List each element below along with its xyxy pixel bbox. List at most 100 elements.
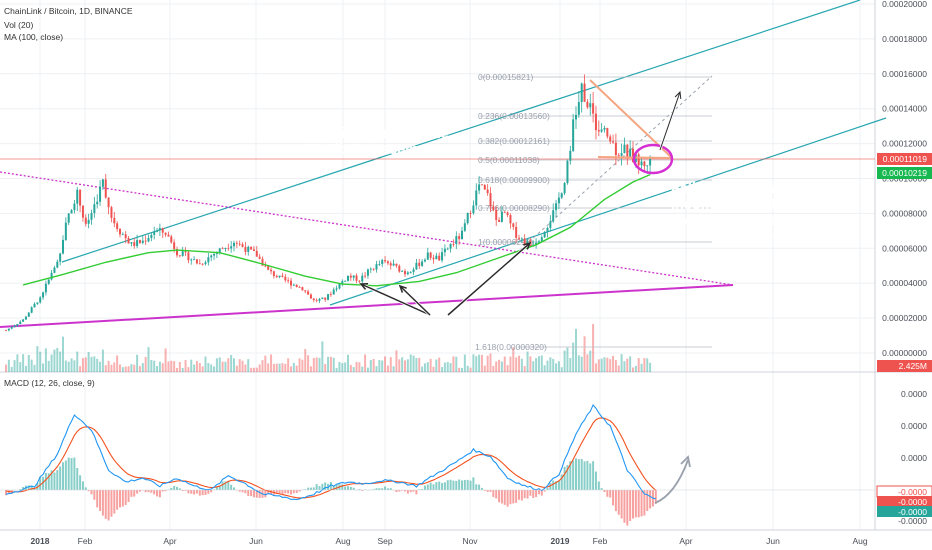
price-tick-label: 0.00008000 (882, 208, 927, 218)
macd-line (5, 403, 656, 501)
volume-bar (398, 359, 401, 372)
macd-histogram-bar (478, 484, 481, 490)
candle-body (136, 240, 139, 246)
volume-bar (443, 362, 446, 372)
candle-body (201, 263, 204, 265)
volume-bar (30, 359, 33, 372)
candle-body (227, 247, 230, 249)
macd-histogram-bar (344, 486, 347, 490)
candle-body (204, 262, 207, 265)
macd-tick-label: -0.0000 (898, 516, 927, 526)
candle-body (96, 201, 99, 205)
macd-histogram-bar (121, 490, 124, 507)
candle-body (307, 291, 310, 295)
macd-value-label: -0.0000 (898, 497, 927, 507)
macd-histogram-bar (506, 490, 509, 507)
candle-body (272, 271, 275, 276)
volume-bar (181, 367, 184, 372)
candle-body (59, 253, 62, 262)
volume-bar (230, 354, 233, 372)
candle-body (375, 264, 378, 270)
volume-bar (432, 366, 435, 372)
volume-bar (429, 358, 432, 372)
candle-body (589, 103, 592, 108)
candle-body (489, 193, 492, 207)
macd-histogram-bar (281, 490, 284, 495)
candle-body (298, 287, 301, 288)
volume-bar (56, 347, 59, 372)
candle-body (623, 144, 626, 154)
macd-histogram-bar (352, 487, 355, 490)
volume-bar (221, 361, 224, 372)
volume-bar (623, 361, 626, 372)
candle-body (389, 263, 392, 266)
volume-bar (412, 355, 415, 372)
candle-body (290, 280, 292, 286)
macd-histogram-bar (529, 490, 532, 496)
macd-histogram-bar (569, 461, 572, 490)
candle-body (386, 261, 389, 264)
candle-body (16, 324, 19, 326)
volume-bar (438, 357, 441, 372)
macd-histogram-bar (312, 487, 315, 490)
macd-histogram-bar (247, 490, 250, 497)
candle-body (121, 234, 124, 236)
candle-body (426, 252, 429, 260)
macd-histogram-bar (523, 490, 526, 499)
volume-bar (372, 359, 375, 372)
macd-histogram-bar (594, 471, 597, 490)
time-tick-label: Aug (335, 536, 350, 546)
macd-histogram-bar (378, 488, 381, 490)
candle-body (270, 269, 273, 272)
macd-histogram-bar (629, 490, 632, 521)
candle-body (594, 113, 597, 131)
candle-body (27, 312, 30, 317)
macd-histogram-bar (609, 490, 612, 498)
volume-bar (318, 357, 321, 372)
macd-histogram-bar (600, 488, 603, 490)
candle-body (364, 275, 367, 277)
candle-body (42, 292, 45, 298)
macd-histogram-bar (566, 465, 569, 490)
candle-body (329, 294, 332, 295)
macd-histogram-bar (592, 461, 595, 490)
fib-level-label: 0.618(0.00009900) (478, 175, 550, 185)
macd-histogram-bar (412, 490, 415, 492)
candle-body (520, 238, 523, 240)
channel-lower (329, 117, 887, 306)
macd-histogram-bar (458, 479, 461, 490)
macd-histogram-bar (93, 490, 96, 500)
volume-bar (178, 361, 181, 372)
macd-histogram-bar (452, 480, 455, 490)
volume-bar (637, 358, 640, 372)
candle-body (44, 283, 47, 293)
volume-bar (327, 356, 330, 372)
volume-bar (549, 357, 552, 372)
macd-histogram-bar (147, 490, 150, 493)
volume-bar (241, 360, 244, 372)
volume-bar (478, 354, 481, 372)
price-tick-label: 0.00002000 (882, 313, 927, 323)
candle-body (418, 262, 421, 266)
candle-body (480, 184, 483, 186)
candle-body (498, 220, 501, 222)
price-tick-label: 0.00018000 (882, 34, 927, 44)
candle-body (56, 261, 59, 268)
macd-histogram-bar (101, 490, 104, 516)
candle-body (349, 275, 352, 278)
candle-body (187, 252, 190, 261)
macd-histogram-bar (537, 490, 540, 495)
macd-histogram-bar (227, 480, 230, 490)
volume-bar (272, 363, 275, 372)
macd-histogram-bar (515, 490, 518, 503)
candle-body (546, 227, 549, 232)
candle-body (575, 114, 577, 120)
candle-body (127, 238, 130, 244)
volume-bar (187, 367, 190, 372)
candle-body (275, 275, 278, 278)
candle-body (99, 186, 102, 202)
time-tick-label: Jun (249, 536, 263, 546)
macd-histogram-bar (298, 490, 301, 492)
volume-bar (119, 364, 121, 372)
time-tick-label: Jun (766, 536, 780, 546)
